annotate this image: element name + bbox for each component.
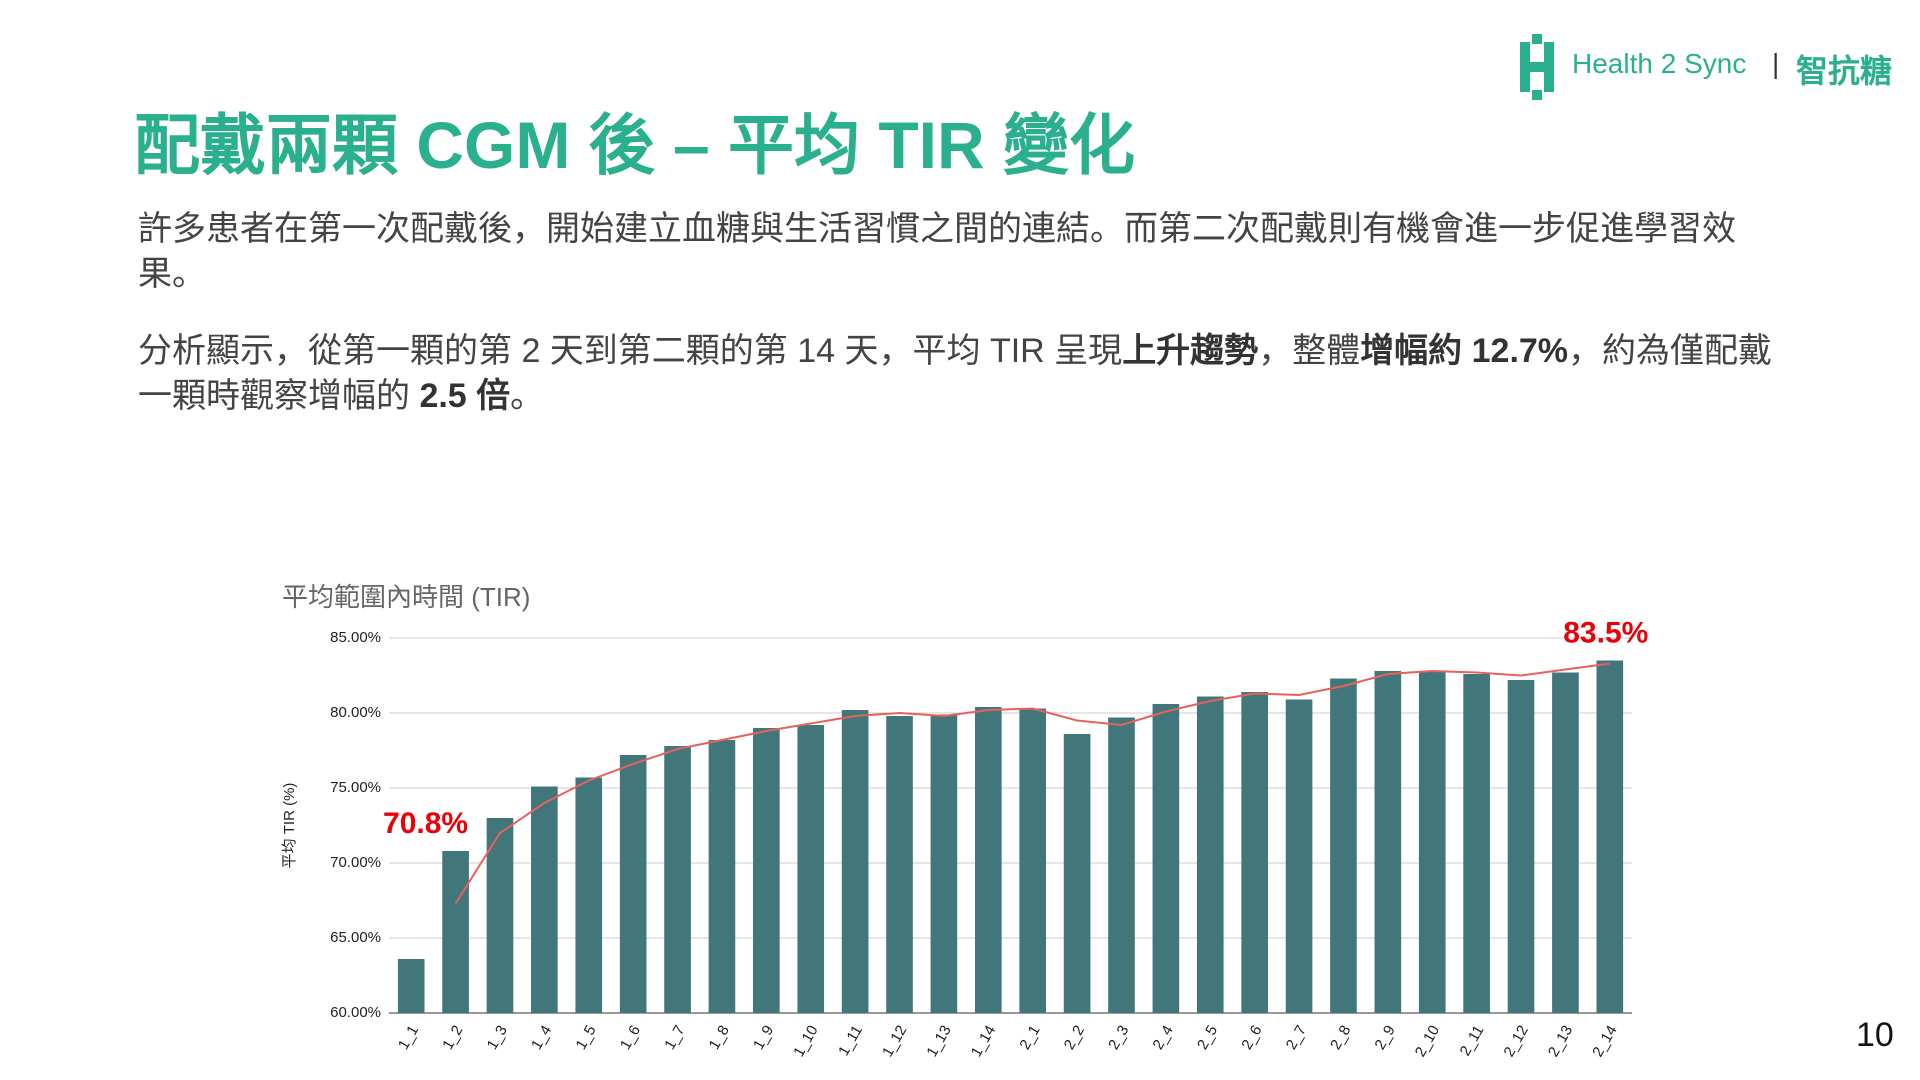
x-tick-label: 1_2 — [439, 1022, 466, 1052]
x-tick-label: 1_7 — [661, 1022, 688, 1052]
bar — [708, 740, 736, 1013]
bar — [1196, 696, 1224, 1013]
text-run: 分析顯示，從第一顆的第 2 天到第二顆的第 14 天，平均 TIR 呈現 — [138, 332, 1123, 370]
bar — [974, 707, 1002, 1013]
bar — [1241, 692, 1268, 1013]
x-tick-label: 1_5 — [572, 1022, 599, 1052]
text-run: 。 — [510, 377, 545, 415]
x-tick-label: 1_8 — [706, 1022, 733, 1052]
paragraph: 許多患者在第一次配戴後，開始建立血糖與生活習慣之間的連結。而第二次配戴則有機會進… — [138, 207, 1788, 297]
text-run: 增幅約 12.7% — [1360, 332, 1569, 370]
bar — [753, 728, 780, 1013]
bar — [930, 714, 958, 1013]
x-tick-label: 1_14 — [968, 1022, 999, 1059]
brand-zh: 智抗糖 — [1796, 53, 1893, 89]
bar — [1374, 671, 1402, 1013]
x-tick-label: 2_14 — [1589, 1022, 1620, 1059]
x-tick-label: 2_5 — [1194, 1022, 1221, 1052]
x-tick-label: 2_7 — [1283, 1022, 1310, 1052]
x-tick-label: 1_9 — [750, 1022, 777, 1052]
bar — [1152, 704, 1180, 1013]
x-tick-label: 2_3 — [1105, 1022, 1132, 1052]
x-tick-label: 1_11 — [835, 1022, 866, 1058]
chart-title: 平均範圍內時間 (TIR) — [282, 582, 530, 612]
x-tick-label: 1_10 — [790, 1022, 821, 1059]
bar — [1463, 674, 1490, 1013]
x-tick-label: 1_1 — [395, 1022, 422, 1052]
x-tick-label: 2_12 — [1501, 1022, 1532, 1059]
bar — [1507, 680, 1535, 1013]
y-tick-label: 65.00% — [330, 929, 381, 946]
x-tick-label: 1_13 — [923, 1022, 954, 1059]
chart: 平均範圍內時間 (TIR) 60.00% 65.00% 70.00% 75.00% 80… — [281, 582, 1648, 1060]
bar — [1596, 660, 1624, 1013]
bar — [841, 710, 869, 1013]
x-tick-label: 2_8 — [1327, 1022, 1354, 1052]
text-run: 許多患者在第一次配戴後，開始建立血糖與生活習慣之間的連結。而第二次配戴則有機會進… — [138, 210, 1736, 293]
bar — [575, 777, 603, 1013]
y-axis-title: 平均 TIR (%) — [281, 783, 298, 869]
y-tick-label: 85.00% — [330, 629, 381, 646]
paragraph: 分析顯示，從第一顆的第 2 天到第二顆的第 14 天，平均 TIR 呈現上升趨勢… — [138, 329, 1788, 419]
x-tick-label: 1_6 — [617, 1022, 644, 1052]
x-tick-label: 2_9 — [1372, 1022, 1399, 1052]
y-tick-label: 60.00% — [330, 1004, 381, 1021]
bar — [486, 818, 514, 1013]
x-tick-label: 2_13 — [1545, 1022, 1576, 1059]
data-label: 70.8% — [383, 807, 468, 840]
bar — [1330, 678, 1357, 1013]
bar — [442, 851, 469, 1013]
y-tick-label: 75.00% — [330, 779, 381, 796]
bar — [1285, 699, 1313, 1013]
bar — [797, 725, 825, 1013]
page-number: 10 — [1856, 1016, 1894, 1054]
x-tick-label: 2_6 — [1238, 1022, 1265, 1052]
bar — [664, 746, 691, 1013]
x-tick-label: 2_10 — [1412, 1022, 1443, 1059]
logo-icon — [1520, 34, 1554, 100]
trend-line — [454, 662, 1610, 905]
x-tick-label: 2_2 — [1061, 1022, 1088, 1052]
x-tick-label: 1_12 — [879, 1022, 910, 1059]
x-tick-label: 2_11 — [1457, 1022, 1488, 1058]
data-label: 83.5% — [1563, 616, 1648, 649]
x-tick-label: 2_1 — [1016, 1022, 1043, 1052]
bar — [1019, 708, 1047, 1013]
x-tick-label: 2_4 — [1150, 1022, 1177, 1052]
text-run: ，約為僅配戴一顆時觀察增幅的 — [138, 332, 1773, 415]
slide-title: 配戴兩顆 CGM 後 – 平均 TIR 變化 — [134, 108, 1136, 182]
bar — [619, 755, 647, 1013]
text-run: ，整體 — [1258, 332, 1361, 370]
bar — [531, 786, 558, 1013]
bar — [1063, 734, 1091, 1013]
bar — [886, 716, 913, 1013]
brand: Health 2 Sync — [1572, 48, 1747, 79]
bar — [397, 959, 425, 1013]
bar — [1108, 717, 1135, 1013]
text-run: 上升趨勢 — [1122, 332, 1259, 370]
bar — [1552, 672, 1579, 1013]
text-run: 2.5 倍 — [419, 377, 511, 415]
y-tick-label: 80.00% — [330, 704, 381, 721]
y-tick-label: 70.00% — [330, 854, 381, 871]
x-tick-label: 1_4 — [528, 1022, 555, 1052]
bar — [1418, 671, 1446, 1013]
separator: | — [1772, 48, 1780, 79]
x-tick-label: 1_3 — [484, 1022, 511, 1052]
